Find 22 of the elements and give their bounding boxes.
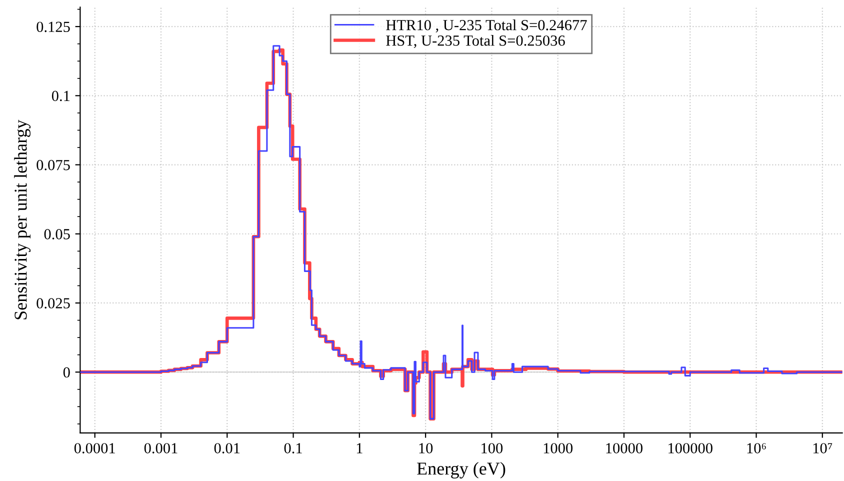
x-tick-label: 100000 <box>668 443 712 454</box>
y-tick-label: 0.075 <box>36 160 70 170</box>
x-tick-label: 10⁶ <box>747 443 766 454</box>
y-tick-label: 0.1 <box>52 90 70 102</box>
legend-label: HTR10 , U-235 Total S=0.24677 <box>386 20 587 32</box>
y-tick-label: 0.125 <box>36 22 70 32</box>
x-tick-label: 10 <box>419 443 433 454</box>
y-tick-label: 0 <box>63 367 70 378</box>
x-tick-label: 10⁷ <box>813 443 832 454</box>
x-tick-label: 10000 <box>606 443 642 454</box>
x-tick-label: 0.001 <box>144 443 178 454</box>
x-tick-label: 1 <box>356 443 362 454</box>
y-axis-title: Sensitivity per unit lethargy <box>14 120 31 320</box>
x-axis-title: Energy (eV) <box>417 462 506 478</box>
x-tick-label: 0.1 <box>284 443 302 454</box>
y-tick-label: 0.025 <box>36 298 70 308</box>
x-tick-label: 0.01 <box>214 443 240 454</box>
x-tick-label: 0.0001 <box>74 443 115 454</box>
x-tick-label: 100 <box>482 443 503 454</box>
y-tick-label: 0.05 <box>44 229 70 240</box>
legend-label: HST, U-235 Total S=0.25036 <box>386 35 565 48</box>
x-tick-label: 1000 <box>544 443 573 454</box>
